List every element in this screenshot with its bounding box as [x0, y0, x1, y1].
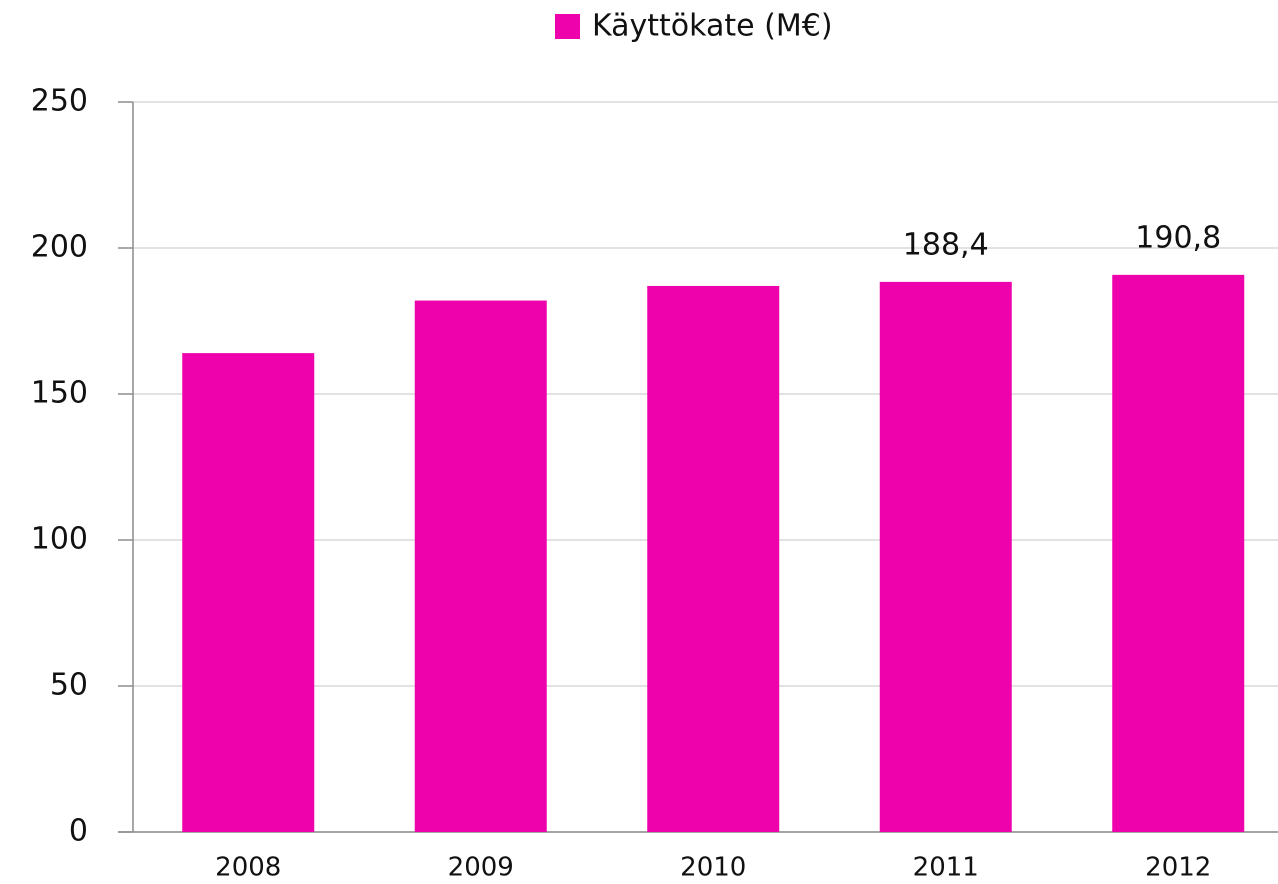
bar	[647, 285, 780, 833]
bar	[414, 300, 547, 832]
bar	[879, 281, 1012, 832]
y-tick-label: 150	[31, 376, 88, 411]
y-tick-label: 0	[69, 814, 88, 849]
legend-swatch	[555, 14, 580, 39]
x-tick-label: 2010	[680, 853, 746, 883]
x-tick-label: 2008	[215, 853, 281, 883]
bar	[1112, 274, 1245, 832]
x-tick-label: 2009	[448, 853, 514, 883]
legend-label: Käyttökate (M€)	[592, 9, 833, 44]
y-tick-label: 100	[31, 522, 88, 557]
bar	[182, 353, 315, 832]
x-tick-label: 2012	[1145, 853, 1211, 883]
x-tick-label: 2011	[913, 853, 979, 883]
y-tick-label: 200	[31, 230, 88, 265]
y-tick-label: 250	[31, 84, 88, 119]
data-label: 190,8	[1135, 220, 1221, 255]
y-tick-label: 50	[50, 668, 88, 703]
data-label: 188,4	[903, 227, 989, 262]
